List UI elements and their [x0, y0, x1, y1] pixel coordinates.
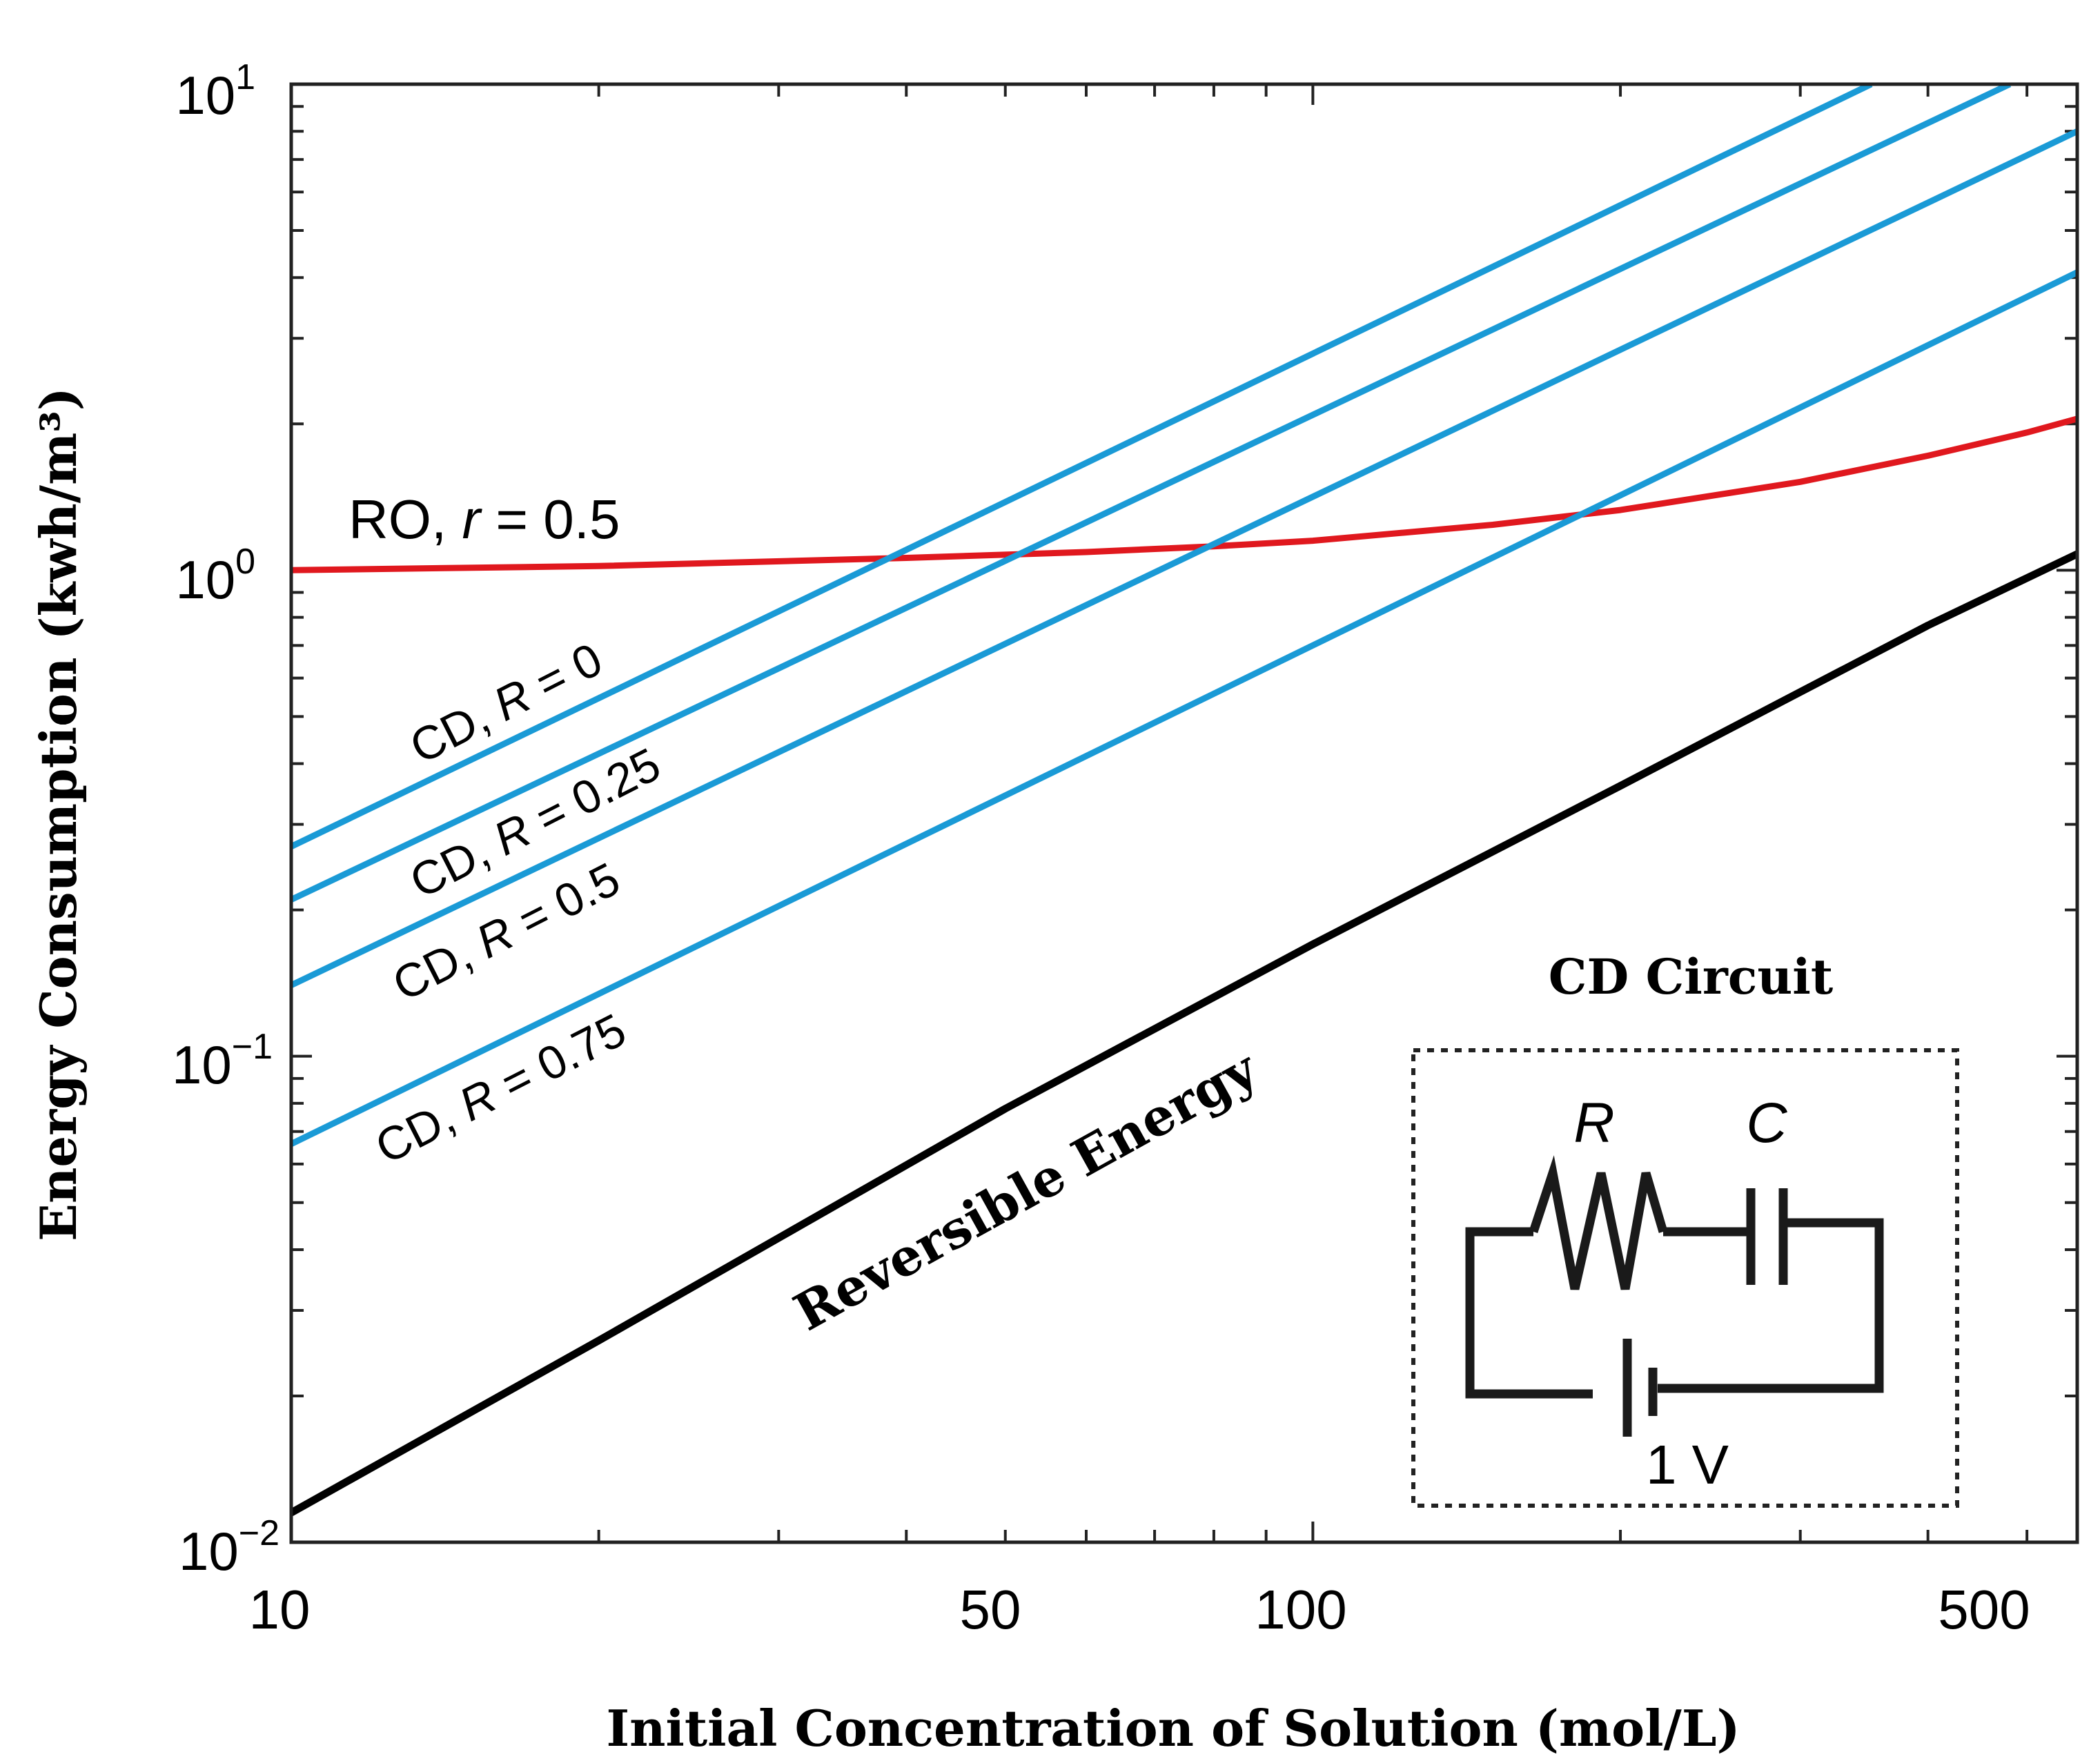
y-tick-label-0.1: 10−1 [172, 1027, 273, 1095]
svg-text:10−1: 10−1 [172, 1027, 273, 1095]
x-tick-label-10: 10 [249, 1579, 311, 1640]
circuit-wire-top-left [1465, 1227, 1593, 1399]
x-axis-label: Initial Concentration of Solution (mol/L… [606, 1699, 1740, 1758]
plot-frame [289, 82, 2079, 1544]
cd-r0-label: CD, R = 0 [402, 633, 610, 774]
series-line-reversible-energy [291, 550, 2077, 1516]
svg-text:100: 100 [175, 542, 255, 610]
resistor-label: R [1573, 1092, 1614, 1154]
x-tick-label-500: 500 [1938, 1579, 2030, 1640]
source-label: 1 V [1646, 1434, 1729, 1495]
circuit-diagram [1465, 1155, 1884, 1437]
inset-border [1411, 1048, 1959, 1508]
capacitor-label: C [1746, 1092, 1787, 1154]
axis-ticks [290, 84, 2077, 1544]
series-layer [291, 84, 2077, 1516]
y-axis-label: Energy Consumption (kwh/m³) [29, 387, 88, 1241]
inset-title: CD Circuit [1549, 948, 1833, 1005]
y-tick-label-0.01: 10−2 [179, 1513, 279, 1582]
ro-series-label: RO, r = 0.5 [349, 489, 620, 550]
svg-text:10−2: 10−2 [179, 1513, 279, 1582]
circuit-wire-right [1658, 1218, 1884, 1393]
series-line-cd-r-0-25 [291, 84, 2012, 903]
series-line-cd-r-0-5 [291, 128, 2077, 988]
y-tick-label-1: 100 [175, 542, 255, 610]
svg-text:101: 101 [175, 57, 255, 126]
series-line-cd-r-0 [291, 84, 1873, 849]
x-tick-label-50: 50 [960, 1579, 1021, 1640]
series-line-ro-r-0-5 [291, 415, 2077, 573]
series-line-cd-r-0-75 [291, 269, 2077, 1147]
x-tick-label-100: 100 [1255, 1579, 1346, 1640]
resistor-zigzag [1529, 1155, 1668, 1290]
y-tick-label-10: 101 [175, 57, 255, 126]
